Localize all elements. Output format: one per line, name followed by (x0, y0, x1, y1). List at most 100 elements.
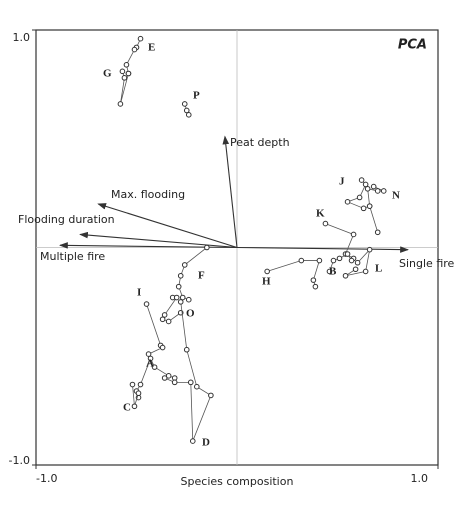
point (185, 112, 192, 118)
point (330, 257, 337, 264)
point (145, 351, 152, 357)
point (161, 375, 168, 381)
point (204, 244, 210, 251)
point (181, 262, 188, 268)
chart-title: PCA (398, 38, 427, 53)
series-label: E (148, 42, 155, 54)
point (189, 438, 196, 444)
trajectory-line (325, 223, 355, 259)
point (123, 62, 130, 68)
vector-arrow (236, 246, 409, 253)
vector-arrow (79, 231, 238, 249)
point (159, 316, 166, 323)
point (352, 266, 359, 273)
point (316, 257, 323, 264)
point (125, 70, 132, 77)
series-label: G (103, 68, 112, 80)
point (131, 46, 138, 53)
x-tick-label: 1.0 (411, 472, 429, 485)
point (360, 205, 367, 212)
point (137, 35, 144, 42)
point (344, 199, 351, 205)
vector-label: Max. flooding (111, 188, 185, 201)
series-label: P (193, 90, 200, 102)
point (187, 379, 194, 386)
point (183, 107, 190, 114)
x-axis-label: Species composition (181, 475, 294, 488)
trajectory-line (162, 297, 181, 322)
point (370, 183, 377, 190)
point (194, 383, 200, 390)
point (171, 379, 178, 386)
point (348, 257, 355, 264)
point (135, 390, 142, 397)
point (354, 259, 361, 266)
point (161, 312, 168, 318)
point (175, 283, 182, 290)
point (356, 194, 363, 201)
x-tick-label: -1.0 (36, 472, 57, 485)
series-label: C (123, 402, 131, 414)
vector-label: Multiple fire (40, 250, 105, 263)
trajectory-line (164, 301, 212, 442)
point (366, 246, 373, 253)
trajectory-line (120, 71, 129, 105)
point (208, 392, 214, 399)
point (362, 181, 369, 188)
series-label: F (198, 270, 205, 282)
vector-label: Flooding duration (18, 213, 115, 226)
series-label: D (202, 437, 210, 449)
point (350, 231, 357, 238)
point (159, 344, 166, 351)
point (322, 220, 329, 227)
trajectory-line (367, 186, 384, 233)
point (344, 251, 351, 257)
point (358, 177, 365, 183)
point (151, 364, 158, 370)
trajectory-line (126, 38, 141, 74)
point (131, 403, 138, 410)
point (336, 255, 343, 262)
series-label: O (186, 308, 195, 320)
point (143, 301, 150, 307)
point (264, 268, 270, 275)
vector-arrow (222, 135, 238, 248)
point (165, 318, 172, 325)
series-label: H (262, 276, 271, 288)
point (312, 283, 319, 290)
series-label: A (146, 358, 154, 370)
vector-arrow (97, 203, 238, 249)
point (121, 75, 128, 81)
point (364, 185, 371, 192)
y-tick-label: 1.0 (13, 31, 31, 44)
series-label: K (316, 208, 325, 220)
point (181, 101, 188, 107)
series-label: B (329, 266, 337, 278)
point (374, 188, 381, 194)
point (298, 257, 305, 264)
point (185, 296, 192, 303)
point (183, 346, 190, 353)
point (177, 299, 184, 305)
point (179, 294, 186, 301)
point (362, 268, 369, 275)
point (129, 381, 136, 388)
point (177, 272, 184, 279)
point (380, 188, 387, 194)
series-label: I (137, 287, 141, 299)
point (310, 277, 317, 283)
point (342, 272, 349, 279)
point (117, 101, 124, 107)
vector-label: Peat depth (230, 136, 290, 149)
series-label: J (339, 176, 345, 188)
point (326, 268, 333, 275)
point (147, 355, 154, 362)
y-tick-label: -1.0 (9, 454, 30, 467)
point (137, 381, 144, 388)
point (374, 229, 381, 236)
vector-label: Single fire (399, 257, 455, 270)
trajectory-line (267, 260, 320, 287)
point (366, 203, 373, 209)
series-label: N (392, 190, 400, 202)
